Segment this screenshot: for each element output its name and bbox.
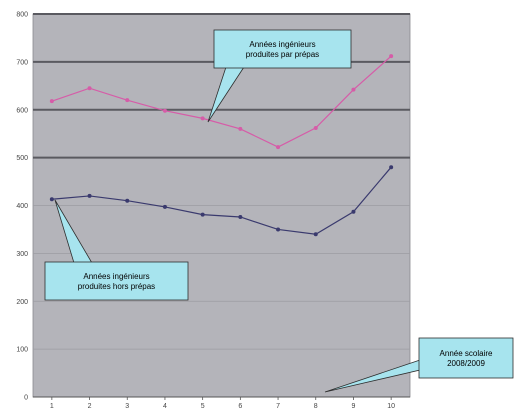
series-1-point	[49, 99, 54, 104]
series-2-point	[87, 193, 92, 198]
x-tick-label: 1	[50, 403, 54, 410]
series-2-point	[389, 165, 394, 170]
series-2-point	[276, 227, 281, 232]
series-2-point	[351, 209, 356, 214]
callout-line2-3: 2008/2009	[447, 359, 485, 368]
y-tick-label: 0	[24, 395, 28, 402]
y-tick-label: 400	[16, 203, 28, 210]
x-tick-label: 8	[314, 403, 318, 410]
x-tick-label: 7	[276, 403, 280, 410]
series-1-point	[351, 87, 356, 92]
x-tick-label: 6	[238, 403, 242, 410]
callout-box-1	[213, 29, 352, 69]
y-tick-label: 500	[16, 155, 28, 162]
y-tick-label: 600	[16, 107, 28, 114]
series-2-point	[162, 204, 167, 209]
x-tick-label: 2	[88, 403, 92, 410]
y-tick-label: 800	[16, 12, 28, 19]
series-line-1	[51, 55, 392, 148]
callout-line1-2: Années ingénieurs	[83, 272, 149, 281]
series-2-point	[49, 197, 54, 202]
callout-line2-1: produites par prépas	[246, 50, 319, 59]
series-2-point	[125, 198, 130, 203]
series-2-point	[200, 212, 205, 217]
x-tick-label: 4	[163, 403, 167, 410]
series-2-point	[238, 214, 243, 219]
y-tick-label: 300	[16, 251, 28, 258]
series-1-point	[389, 54, 394, 59]
series-line-2	[51, 166, 392, 235]
y-tick-label: 100	[16, 347, 28, 354]
callout-box-3	[418, 337, 514, 379]
series-1-point	[313, 125, 318, 130]
series-2-point	[313, 232, 318, 237]
x-tick-label: 5	[201, 403, 205, 410]
series-1-point	[200, 116, 205, 121]
series-1-point	[125, 98, 130, 103]
series-1-point	[162, 108, 167, 113]
series-1-point	[276, 145, 281, 150]
callout-line1-1: Années ingénieurs	[249, 40, 315, 49]
y-tick-label: 200	[16, 299, 28, 306]
callout-line2-2: produites hors prépas	[78, 282, 155, 291]
x-tick-label: 10	[387, 403, 395, 410]
series-1-point	[238, 126, 243, 131]
y-tick-label: 700	[16, 59, 28, 66]
series-1-point	[87, 86, 92, 91]
x-tick-label: 9	[351, 403, 355, 410]
callout-line1-3: Année scolaire	[440, 349, 493, 358]
x-tick-label: 3	[125, 403, 129, 410]
callout-box-2	[44, 261, 189, 301]
